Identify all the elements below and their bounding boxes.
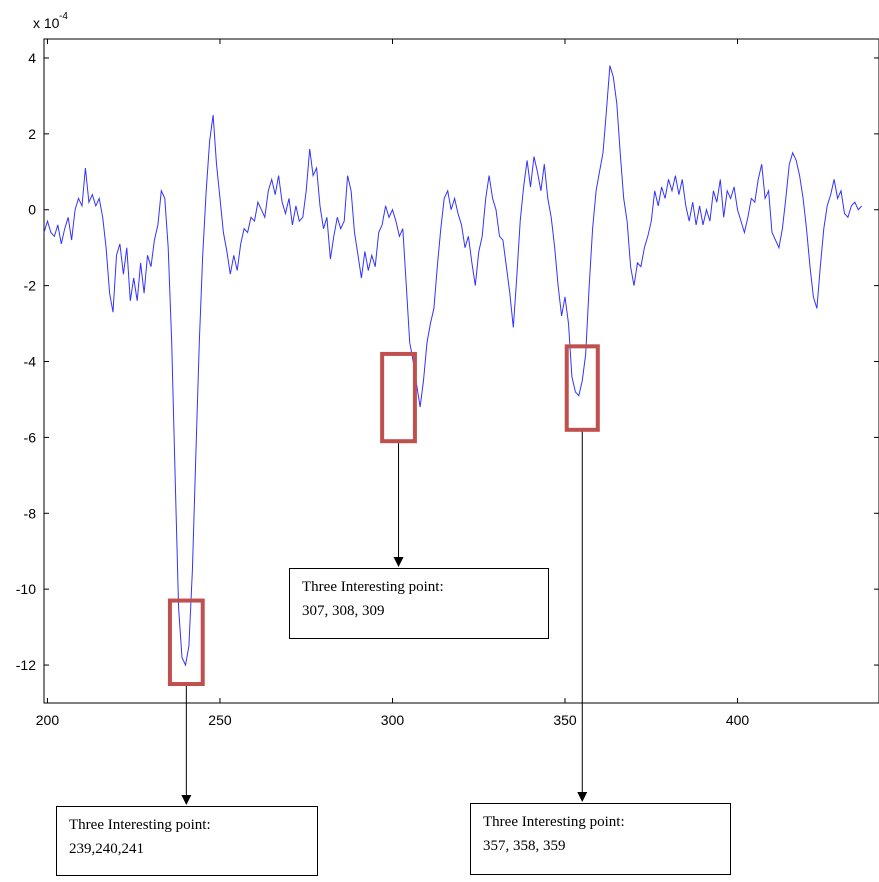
- annotation-arrows: [181, 431, 588, 805]
- annotation-3-title: Three Interesting point:: [483, 814, 625, 830]
- y-tick-label: -12: [16, 657, 36, 673]
- arrow-head-2: [393, 557, 404, 567]
- annotation-box-3: Three Interesting point: 357, 358, 359: [470, 803, 731, 875]
- annotation-1-points: 239,240,241: [69, 841, 144, 857]
- series-line: [43, 65, 863, 667]
- y-exponent-base: x 10: [33, 15, 60, 31]
- highlight-box-3: [564, 344, 600, 432]
- y-exponent-power: -4: [59, 11, 68, 22]
- axis-ticks: 200 250 300 350 400 4 2 0 -2 -4 -6 -8 -10 -12: [16, 39, 879, 728]
- y-tick-label: 4: [28, 50, 36, 66]
- annotation-3-points: 357, 358, 359: [483, 838, 566, 854]
- arrow-head-3: [577, 792, 588, 802]
- y-tick-label: 0: [28, 202, 36, 218]
- annotation-1-title: Three Interesting point:: [69, 817, 211, 833]
- x-tick-label: 400: [726, 712, 750, 728]
- x-tick-label: 200: [36, 712, 60, 728]
- y-tick-label: -4: [24, 354, 37, 370]
- highlight-box-2: [380, 351, 417, 444]
- annotation-box-1: Three Interesting point: 239,240,241: [56, 806, 318, 876]
- y-tick-label: -10: [16, 581, 36, 597]
- annotation-2-points: 307, 308, 309: [302, 603, 385, 619]
- x-tick-label: 350: [553, 712, 577, 728]
- x-tick-label: 250: [208, 712, 232, 728]
- highlight-box-1: [167, 598, 205, 687]
- y-tick-label: -2: [24, 278, 37, 294]
- x-tick-label: 300: [381, 712, 405, 728]
- annotation-box-2: Three Interesting point: 307, 308, 309: [289, 568, 549, 639]
- arrow-head-1: [181, 795, 192, 805]
- y-tick-label: -8: [24, 505, 37, 521]
- y-tick-label: -6: [24, 429, 37, 445]
- y-tick-label: 2: [28, 126, 36, 142]
- annotation-2-title: Three Interesting point:: [302, 579, 444, 595]
- highlight-boxes: [167, 344, 600, 687]
